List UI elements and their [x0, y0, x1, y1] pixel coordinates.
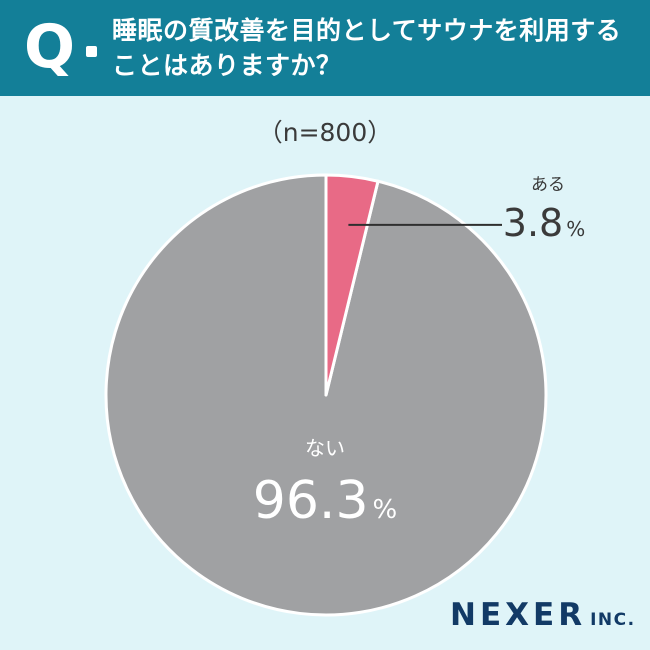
slice-unit-no: % — [373, 495, 398, 525]
q-dot — [86, 46, 97, 57]
slice-value-no: 96.3 — [253, 471, 369, 531]
slice-unit-yes: % — [566, 217, 585, 241]
pie-slice-yes — [324, 173, 380, 397]
sample-size-label: （n=800） — [257, 118, 393, 147]
slice-label-no: ない — [305, 436, 345, 460]
question-text: 睡眠の質改善を目的としてサウナを利用することはありますか？ — [112, 16, 622, 80]
logo-sub: INC. — [590, 610, 636, 630]
svg-text:96.3%: 96.3% — [253, 471, 398, 531]
slice-value-yes: 3.8 — [503, 201, 563, 245]
logo-main: NEXER — [450, 597, 587, 633]
nexer-logo: NEXER INC. — [450, 597, 636, 633]
question-header: Q 睡眠の質改善を目的としてサウナを利用することはありますか？ — [0, 0, 650, 96]
slice-label-yes: ある — [531, 175, 565, 195]
q-mark: Q — [24, 12, 76, 82]
svg-text:3.8%: 3.8% — [503, 201, 585, 245]
